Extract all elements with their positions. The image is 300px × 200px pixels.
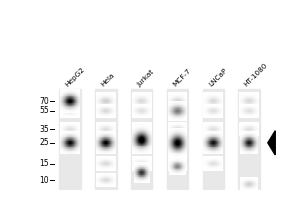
Bar [202, 89, 224, 189]
Text: HepG2: HepG2 [64, 66, 86, 88]
Text: Jurkat: Jurkat [136, 69, 155, 88]
Text: 35: 35 [40, 125, 49, 134]
Polygon shape [268, 131, 275, 155]
Bar [238, 89, 260, 189]
Text: 25: 25 [40, 138, 49, 147]
Bar [95, 89, 117, 189]
Text: 10: 10 [40, 176, 49, 185]
Text: 15: 15 [40, 159, 49, 168]
Bar [131, 89, 152, 189]
Text: HT-1080: HT-1080 [243, 62, 269, 88]
Bar [167, 89, 188, 189]
Bar [59, 89, 81, 189]
Text: MCF-7: MCF-7 [172, 68, 192, 88]
Text: 70: 70 [40, 97, 49, 106]
Text: LNCaP: LNCaP [207, 67, 228, 88]
Text: Hela: Hela [100, 72, 116, 88]
Text: 55: 55 [40, 106, 49, 115]
